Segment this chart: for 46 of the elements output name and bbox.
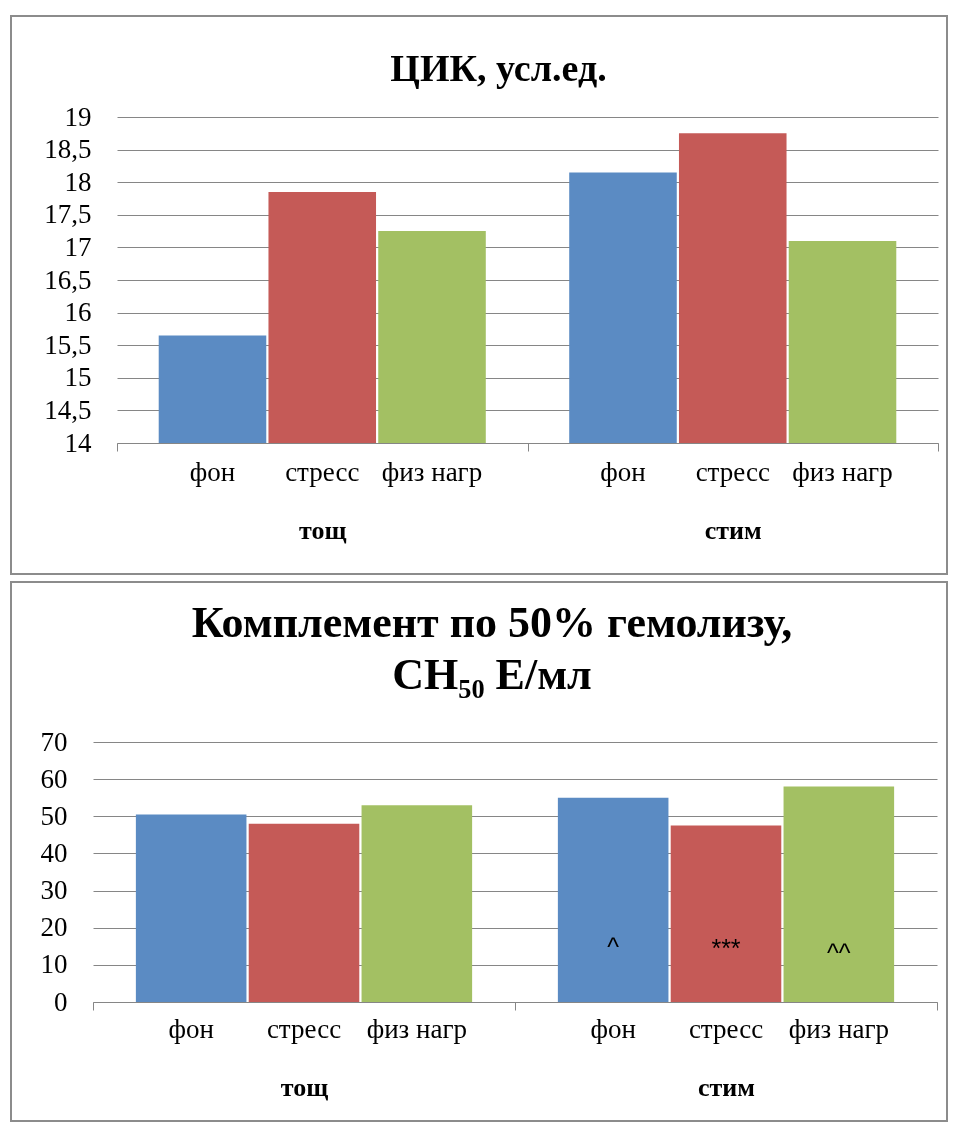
- x-tick-label: тощ: [299, 515, 347, 545]
- y-tick-label: 17: [64, 231, 92, 262]
- y-tick-label: 10: [40, 949, 68, 980]
- chart-title: Комплемент по 50% гемолизу, CH₅₀ Е/мл: [191, 598, 793, 699]
- y-tick-label: 18,5: [44, 134, 92, 165]
- y-tick-label: 60: [40, 763, 68, 794]
- bar: [557, 797, 669, 1002]
- text: физ нагр: [788, 1014, 890, 1044]
- text: физ нагр: [792, 457, 893, 487]
- y-tick-label: 16: [64, 297, 92, 328]
- series-label: физ нагр: [366, 1014, 468, 1044]
- annotation: ^^: [827, 939, 851, 967]
- bar: [670, 825, 782, 1002]
- series-label: фон: [189, 457, 236, 487]
- y-tick-label: 18: [64, 166, 92, 197]
- bar: [783, 786, 895, 1002]
- x-tick-label: стим: [697, 1072, 756, 1102]
- y-tick-label: 50: [40, 800, 68, 831]
- series-label: стресс: [266, 1014, 342, 1044]
- y-tick-label: 14: [64, 427, 92, 458]
- y-tick-label: 16,5: [44, 264, 92, 295]
- annotation: ***: [711, 934, 741, 962]
- y-tick-label: 14,5: [44, 394, 92, 425]
- bar: [361, 805, 473, 1002]
- y-tick-label: 15,5: [44, 329, 92, 360]
- y-tick-label: 17,5: [44, 199, 92, 230]
- text: фон: [600, 457, 646, 487]
- y-tick-label: 0: [54, 986, 68, 1017]
- y-tick-label: 40: [40, 837, 68, 868]
- text: стресс: [688, 1014, 764, 1044]
- y-tick-label: 30: [40, 875, 68, 906]
- y-tick-label: 15: [64, 362, 92, 393]
- text: фон: [590, 1014, 636, 1044]
- text: стресс: [695, 457, 770, 487]
- bar: [135, 814, 247, 1002]
- series-label: фон: [168, 1014, 214, 1044]
- annotation: ^: [607, 933, 620, 961]
- y-tick-label: 20: [40, 912, 68, 943]
- series-label: стресс: [285, 457, 360, 487]
- bar: [248, 823, 360, 1002]
- chart-title: ЦИК, усл.ед.: [390, 47, 607, 89]
- y-tick-label: 19: [64, 101, 92, 132]
- x-tick-label: стим: [704, 515, 762, 545]
- series-label: физ нагр: [381, 457, 483, 487]
- y-tick-label: 70: [40, 726, 68, 757]
- x-tick-label: тощ: [280, 1072, 329, 1102]
